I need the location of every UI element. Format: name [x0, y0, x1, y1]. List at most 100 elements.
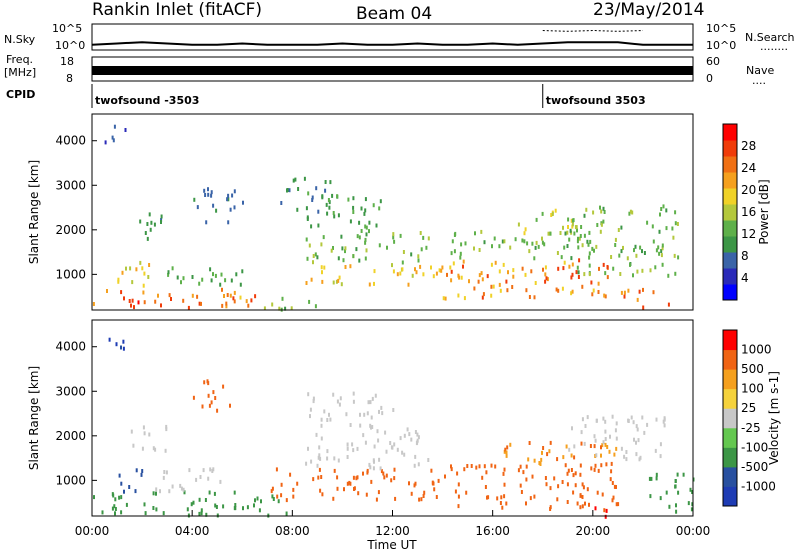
heatmap-cell — [179, 483, 182, 488]
heatmap-cell — [182, 298, 185, 303]
heatmap-cell — [393, 467, 396, 472]
heatmap-cell — [256, 496, 259, 501]
heatmap-cell — [643, 430, 646, 435]
heatmap-cell — [222, 384, 225, 389]
heatmap-cell — [328, 205, 331, 210]
heatmap-cell — [494, 260, 497, 265]
heatmap-cell — [320, 242, 323, 247]
heatmap-cell — [535, 240, 538, 245]
heatmap-cell — [402, 250, 405, 254]
heatmap-cell — [373, 459, 375, 464]
colorbar-swatch — [723, 172, 737, 189]
heatmap-cell — [380, 469, 383, 474]
heatmap-cell — [619, 272, 622, 276]
heatmap-cell — [629, 209, 632, 214]
heatmap-cell — [454, 489, 457, 494]
heatmap-cell — [250, 298, 253, 303]
heatmap-cell — [403, 452, 406, 457]
heatmap-cell — [160, 303, 162, 308]
heatmap-cell — [370, 479, 373, 484]
heatmap-cell — [352, 196, 355, 201]
heatmap-cell — [292, 494, 295, 499]
noise-left-tick-top: 10^5 — [52, 22, 82, 35]
heatmap-cell — [212, 390, 215, 395]
heatmap-cell — [407, 282, 410, 287]
heatmap-cell — [352, 210, 355, 214]
noise-frame — [91, 23, 694, 51]
heatmap-cell — [318, 453, 321, 458]
heatmap-cell — [363, 211, 366, 216]
heatmap-cell — [581, 482, 584, 487]
heatmap-cell — [111, 135, 114, 140]
heatmap-cell — [483, 240, 486, 245]
heatmap-cell — [581, 243, 584, 248]
heatmap-cell — [280, 493, 283, 498]
heatmap-cell — [599, 205, 601, 210]
colorbar-swatch — [723, 349, 737, 370]
heatmap-cell — [378, 243, 381, 248]
heatmap-cell — [504, 447, 507, 452]
heatmap-cell — [598, 266, 600, 271]
heatmap-cell — [284, 306, 287, 311]
heatmap-cell — [142, 283, 145, 288]
heatmap-cell — [209, 267, 212, 272]
heatmap-cell — [204, 193, 207, 197]
heatmap-cell — [430, 468, 433, 473]
heatmap-cell — [509, 245, 512, 250]
heatmap-cell — [636, 427, 639, 432]
cpid-segment-label: twofsound 3503 — [546, 94, 646, 107]
heatmap-cell — [222, 504, 225, 509]
heatmap-cell — [505, 453, 508, 458]
heatmap-cell — [427, 236, 430, 241]
heatmap-cell — [332, 246, 334, 250]
heatmap-cell — [186, 507, 189, 512]
heatmap-cell — [551, 212, 554, 216]
heatmap-cell — [505, 501, 508, 506]
heatmap-cell — [271, 486, 274, 491]
heatmap-cell — [289, 472, 292, 477]
heatmap-cell — [583, 233, 586, 238]
nave-tick-top: 60 — [706, 55, 720, 68]
heatmap-cell — [294, 177, 297, 182]
freq-label: Freq. — [6, 53, 33, 66]
heatmap-cell — [512, 268, 515, 273]
heatmap-cell — [338, 402, 341, 407]
heatmap-cell — [477, 279, 480, 284]
heatmap-cell — [519, 464, 522, 469]
heatmap-cell — [665, 226, 668, 231]
noise-right-dots: ........ — [760, 40, 788, 53]
heatmap-cell — [628, 211, 631, 216]
heatmap-cell — [673, 253, 676, 258]
heatmap-cell — [475, 465, 478, 470]
colorbar-tick-label: -1000 — [741, 479, 776, 493]
heatmap-cell — [583, 213, 586, 218]
noise-right-label: N.Search — [745, 31, 795, 44]
colorbar-swatch — [723, 330, 737, 351]
heatmap-cell — [352, 254, 355, 259]
heatmap-cell — [601, 443, 604, 448]
heatmap-cell — [346, 481, 349, 486]
heatmap-cell — [204, 498, 207, 502]
heatmap-cell — [191, 293, 194, 298]
heatmap-cell — [207, 393, 210, 398]
heatmap-cell — [671, 226, 674, 231]
colorbar-tick-label: 28 — [741, 139, 756, 153]
heatmap-cell — [317, 209, 320, 214]
heatmap-cell — [649, 494, 652, 499]
heatmap-cell — [198, 281, 201, 286]
heatmap-cell — [141, 469, 144, 473]
heatmap-cell — [143, 502, 146, 507]
heatmap-cell — [209, 467, 212, 472]
heatmap-cell — [253, 503, 255, 508]
heatmap-cell — [557, 484, 560, 489]
heatmap-cell — [485, 470, 488, 475]
heatmap-cell — [452, 261, 455, 266]
heatmap-cell — [271, 302, 274, 307]
heatmap-cell — [543, 242, 546, 247]
heatmap-cell — [604, 419, 607, 424]
heatmap-cell — [333, 456, 336, 461]
heatmap-cell — [590, 466, 593, 471]
heatmap-cell — [340, 234, 343, 239]
heatmap-cell — [480, 229, 483, 234]
heatmap-cell — [533, 458, 536, 463]
